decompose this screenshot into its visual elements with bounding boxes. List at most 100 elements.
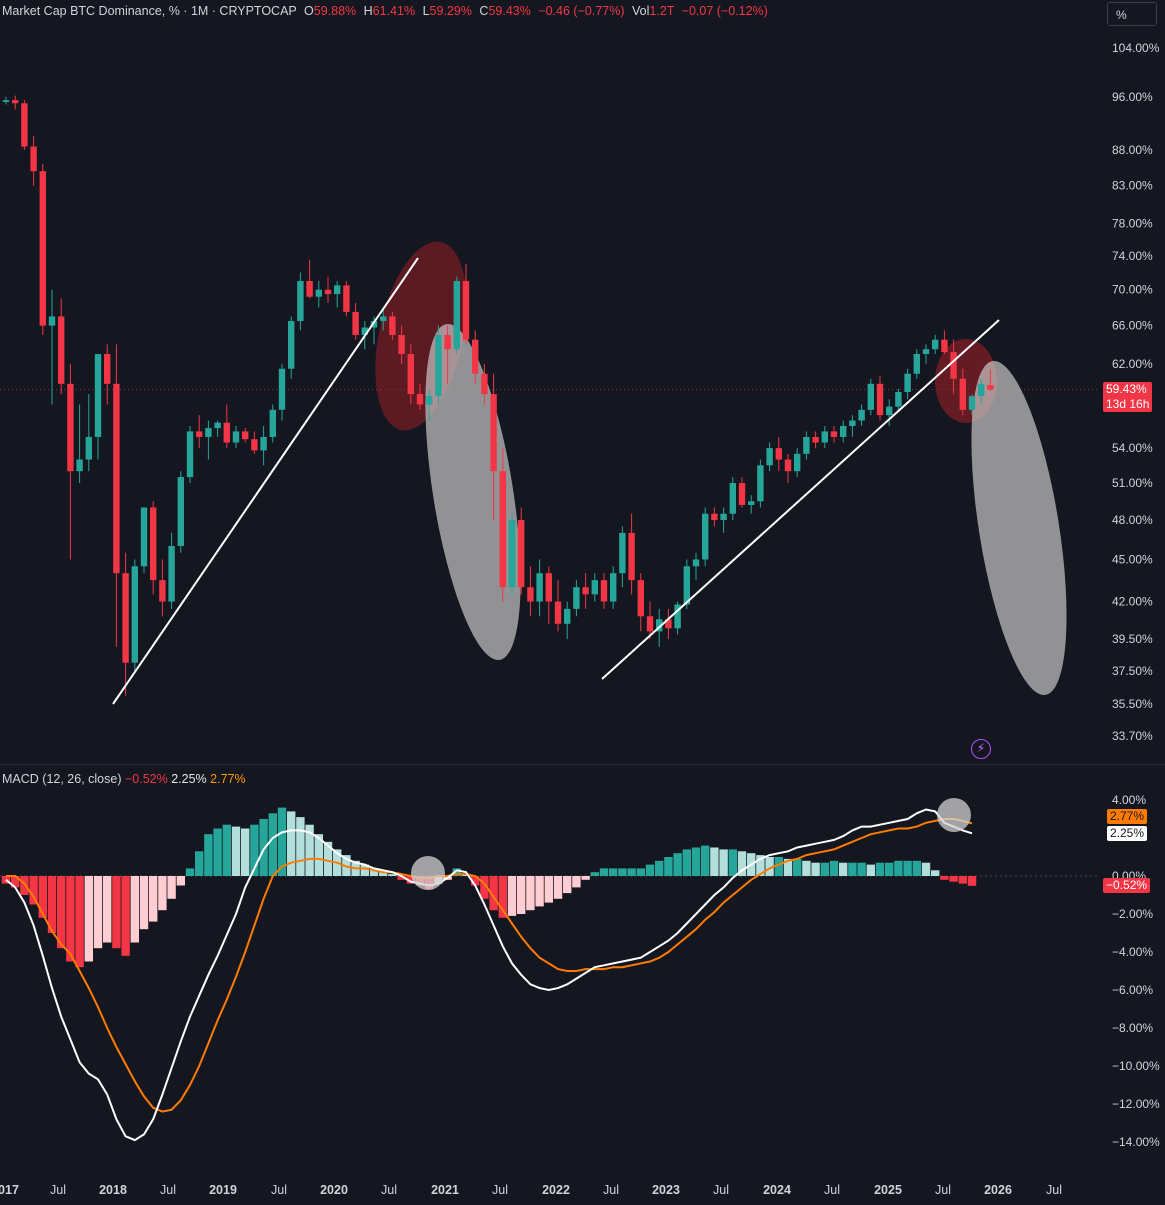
macd-hist-bar	[967, 876, 977, 886]
price-axis-label: 66.00%	[1112, 319, 1153, 333]
vol-change-value: −0.07 (−0.12%)	[681, 4, 768, 18]
time-axis-label: Jul	[603, 1183, 619, 1197]
candle-body	[499, 471, 506, 588]
macd-hist-bar	[618, 868, 627, 876]
macd-hist-bar	[553, 876, 563, 899]
macd-hist-bar	[774, 857, 783, 876]
macd-hist-bar	[636, 868, 645, 876]
macd-hist-bar	[940, 876, 949, 880]
candle-body	[113, 383, 120, 574]
candle-body	[389, 316, 396, 335]
candle-body	[426, 396, 433, 405]
candle-body	[628, 532, 635, 581]
macd-hist-bar	[268, 813, 277, 876]
macd-hist-bar	[728, 849, 737, 876]
macd-hist-bar	[691, 847, 701, 876]
candle-body	[223, 422, 230, 443]
macd-cross-circle-2020	[411, 856, 445, 890]
macd-hist-bar	[931, 870, 940, 876]
macd-axis-label: −2.00%	[1112, 907, 1153, 921]
candle-body	[803, 436, 810, 454]
macd-line	[5, 808, 973, 1142]
candle-body	[858, 409, 865, 421]
macd-axis-label: −14.00%	[1112, 1135, 1160, 1149]
macd-hist-bar	[903, 860, 912, 876]
candle-body	[407, 354, 414, 395]
macd-axis-label: −6.00%	[1112, 983, 1153, 997]
time-axis-label: 2023	[652, 1183, 680, 1197]
price-axis-label: 88.00%	[1112, 143, 1153, 157]
time-axis-label: Jul	[1046, 1183, 1062, 1197]
macd-hist-bar	[57, 876, 66, 949]
macd-hist-bar	[765, 857, 774, 876]
percent-scale-button[interactable]: %	[1107, 2, 1157, 26]
macd-hist-bar	[627, 868, 636, 876]
candle-body	[186, 431, 194, 478]
pane-divider[interactable]	[0, 764, 1165, 765]
price-axis-label: 37.50%	[1112, 664, 1153, 678]
candle-body	[729, 483, 736, 514]
time-axis-label: 2017	[0, 1183, 19, 1197]
macd-hist-bar	[397, 876, 406, 880]
candle-body	[711, 513, 718, 521]
macd-hist-bar	[204, 834, 213, 876]
candle-body	[150, 507, 157, 581]
macd-label[interactable]: MACD (12, 26, close)	[2, 772, 122, 786]
candle-body	[94, 354, 102, 437]
candle-body	[738, 483, 746, 505]
price-axis-label: 74.00%	[1112, 249, 1153, 263]
high-value: 61.41%	[372, 4, 416, 18]
macd-hist-bar	[655, 860, 664, 876]
candle-body	[876, 383, 884, 416]
candle-body	[416, 394, 424, 405]
price-axis-label: 39.50%	[1112, 632, 1153, 646]
main-chart-header: Market Cap BTC Dominance, % · 1M · CRYPT…	[2, 4, 768, 18]
macd-hist-bar	[737, 851, 747, 876]
candle-body	[784, 459, 792, 472]
symbol-title[interactable]: Market Cap BTC Dominance, % · 1M · CRYPT…	[2, 4, 297, 18]
macd-hist-bar	[38, 876, 47, 918]
price-axis-label: 96.00%	[1112, 90, 1153, 104]
macd-hist-bar	[912, 860, 921, 876]
macd-axis-label: 4.00%	[1112, 793, 1146, 807]
candle-body	[196, 431, 203, 437]
candle-body	[508, 520, 516, 588]
candle-body	[306, 281, 313, 297]
price-tag: 59.43% 13d 16h	[1103, 382, 1153, 412]
candle-body	[122, 573, 129, 663]
macd-hist-bar	[241, 828, 250, 876]
price-tag-countdown: 13d 16h	[1106, 397, 1150, 411]
macd-hist-bar	[958, 876, 967, 884]
macd-hist-bar	[949, 876, 958, 882]
ellipse-grey-2021	[425, 323, 521, 661]
candle-body	[748, 501, 755, 505]
candle-body	[702, 513, 709, 560]
hist-tag: −0.52%	[1103, 878, 1151, 893]
time-axis-label: 2018	[99, 1183, 127, 1197]
candle-body	[205, 428, 212, 437]
macd-hist-bar	[489, 876, 498, 911]
macd-hist-bar	[535, 876, 544, 907]
open-value: 59.88%	[313, 4, 357, 18]
candle-body	[490, 394, 497, 472]
macd-hist-bar	[149, 876, 158, 922]
macd-hist-bar	[84, 876, 93, 962]
macd-hist-bar	[277, 807, 287, 876]
macd-hist-bar	[857, 862, 866, 876]
lightning-icon[interactable]: ⚡	[971, 739, 991, 759]
macd-hist-bar	[369, 868, 379, 876]
candle-body	[2, 100, 10, 102]
macd-hist-bar	[820, 862, 829, 876]
candle-body	[821, 431, 828, 443]
macd-hist-bar	[544, 876, 553, 903]
candle-body	[600, 580, 608, 602]
candle-body	[895, 392, 902, 407]
macd-hist-bar	[93, 876, 103, 949]
price-axis-label: 78.00%	[1112, 217, 1153, 231]
time-axis-label: Jul	[381, 1183, 397, 1197]
macd-line-value: 2.25%	[171, 772, 207, 786]
time-axis-label: 2025	[874, 1183, 902, 1197]
candle-body	[766, 448, 773, 466]
time-axis-label: Jul	[271, 1183, 287, 1197]
